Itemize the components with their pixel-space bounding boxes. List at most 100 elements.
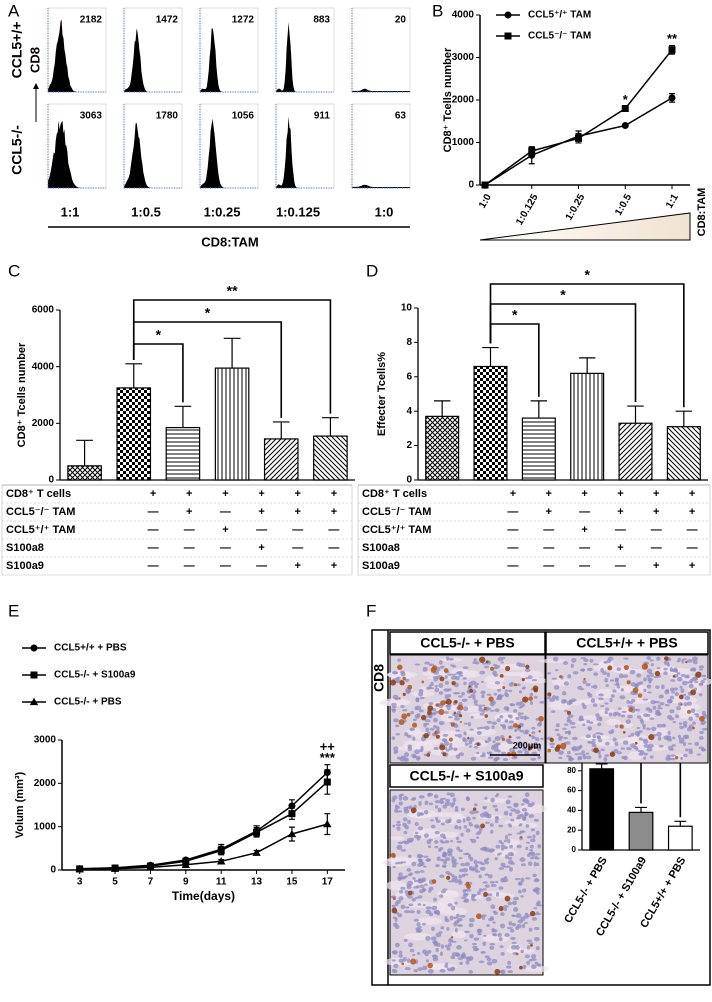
histogram bbox=[200, 118, 258, 188]
stained-cell bbox=[457, 704, 464, 711]
nucleus bbox=[391, 708, 396, 713]
nucleus bbox=[417, 826, 424, 831]
stained-cell bbox=[402, 676, 406, 681]
nucleus bbox=[500, 844, 505, 848]
nucleus bbox=[531, 954, 537, 959]
nucleus bbox=[509, 703, 514, 706]
condition-value: — bbox=[507, 542, 518, 554]
stained-cell bbox=[407, 890, 413, 896]
nucleus bbox=[595, 732, 602, 735]
nucleus bbox=[692, 656, 698, 662]
stained-cell bbox=[632, 687, 639, 694]
stained-cell bbox=[528, 734, 532, 737]
nucleus bbox=[513, 896, 520, 901]
nucleus bbox=[433, 794, 439, 799]
error-bar bbox=[578, 357, 596, 374]
nucleus bbox=[464, 898, 470, 903]
nucleus bbox=[449, 915, 454, 921]
condition-value: — bbox=[615, 524, 626, 536]
x-tick-label: 13 bbox=[251, 877, 263, 888]
marker-label: CD8 bbox=[371, 664, 387, 692]
nucleus bbox=[482, 881, 488, 884]
condition-value: + bbox=[331, 506, 337, 518]
nucleus bbox=[489, 945, 495, 950]
nucleus bbox=[531, 679, 538, 682]
nucleus bbox=[495, 892, 500, 897]
nucleus bbox=[635, 708, 641, 712]
condition-value: — bbox=[148, 560, 159, 572]
nucleus bbox=[477, 932, 482, 936]
nucleus bbox=[406, 867, 412, 872]
nucleus bbox=[680, 756, 684, 760]
nucleus bbox=[484, 740, 488, 743]
x-tick-label: 1:0.25 bbox=[564, 192, 588, 222]
nucleus bbox=[490, 701, 494, 706]
nucleus bbox=[684, 695, 691, 701]
y-axis-label: Volum (mm³) bbox=[14, 771, 26, 838]
y-tick-label: 4000 bbox=[452, 10, 475, 21]
nucleus bbox=[443, 865, 447, 868]
histogram bbox=[352, 88, 410, 92]
nucleus bbox=[500, 842, 505, 845]
nucleus bbox=[509, 866, 513, 872]
nucleus bbox=[686, 701, 692, 706]
stained-cell bbox=[402, 692, 406, 696]
nucleus bbox=[535, 857, 541, 860]
nucleus bbox=[439, 800, 445, 805]
nucleus bbox=[487, 736, 492, 742]
nucleus bbox=[417, 903, 422, 906]
stained-cell bbox=[440, 700, 446, 706]
nucleus bbox=[609, 679, 615, 682]
nucleus bbox=[522, 799, 527, 802]
nucleus bbox=[413, 879, 418, 883]
nucleus bbox=[440, 797, 446, 800]
y-tick-label: 10 bbox=[401, 303, 413, 314]
nucleus bbox=[479, 827, 483, 832]
nucleus bbox=[494, 857, 499, 861]
nucleus bbox=[566, 730, 571, 734]
nucleus bbox=[636, 715, 642, 719]
title-box bbox=[545, 631, 709, 655]
x-tick-label: 11 bbox=[216, 877, 227, 888]
nucleus bbox=[642, 698, 649, 701]
nucleus bbox=[612, 737, 617, 742]
nucleus bbox=[555, 723, 560, 728]
nucleus bbox=[507, 838, 511, 844]
nucleus bbox=[680, 673, 686, 678]
error-bar bbox=[125, 363, 143, 388]
condition-value: + bbox=[546, 488, 552, 500]
nucleus bbox=[558, 756, 563, 760]
nucleus bbox=[499, 714, 504, 719]
nucleus bbox=[604, 702, 609, 705]
nucleus bbox=[411, 861, 417, 867]
nucleus bbox=[598, 753, 602, 759]
nucleus bbox=[468, 923, 474, 928]
nucleus bbox=[446, 926, 450, 931]
stained-cell bbox=[472, 807, 477, 811]
nucleus bbox=[510, 818, 515, 822]
condition-value: + bbox=[258, 542, 264, 554]
condition-value: + bbox=[581, 524, 587, 536]
nucleus bbox=[484, 796, 488, 800]
nucleus bbox=[444, 680, 450, 685]
nucleus bbox=[511, 914, 515, 917]
stroma bbox=[415, 917, 443, 925]
stained-cell bbox=[454, 700, 458, 704]
nucleus bbox=[501, 751, 506, 755]
nucleus bbox=[537, 755, 542, 760]
nucleus bbox=[400, 904, 406, 909]
nucleus bbox=[445, 870, 451, 875]
nucleus bbox=[452, 875, 458, 880]
nucleus bbox=[600, 748, 605, 752]
marker bbox=[621, 105, 629, 112]
nucleus bbox=[696, 753, 702, 756]
nucleus bbox=[440, 665, 445, 669]
nucleus bbox=[413, 918, 420, 922]
nucleus bbox=[500, 661, 505, 664]
marker bbox=[252, 848, 261, 856]
y-tick-label: 80 bbox=[567, 766, 576, 775]
nucleus bbox=[414, 831, 419, 835]
stained-cell bbox=[483, 706, 487, 711]
condition-value: — bbox=[579, 506, 590, 518]
nucleus bbox=[444, 801, 451, 807]
